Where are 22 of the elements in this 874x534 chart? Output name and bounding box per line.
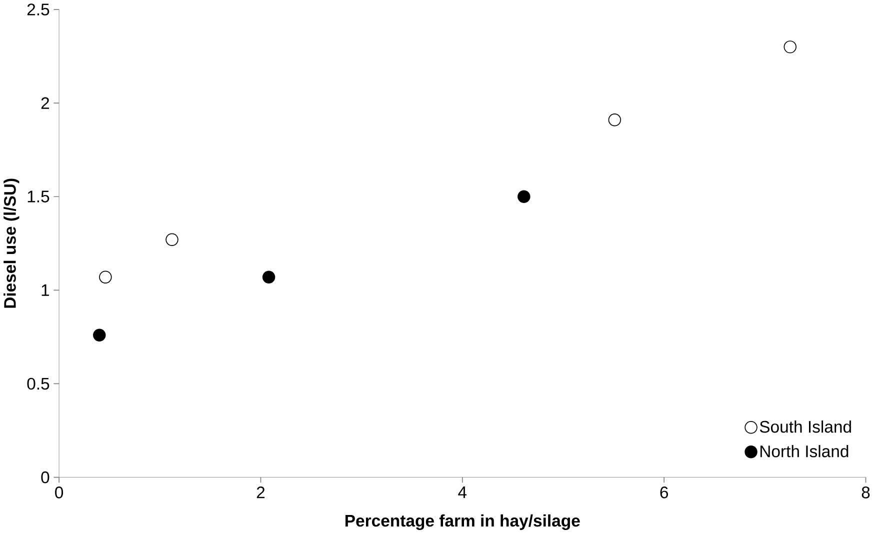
x-axis-title: Percentage farm in hay/silage xyxy=(345,514,580,530)
x-tick-label: 4 xyxy=(458,486,467,498)
point xyxy=(262,270,276,284)
point xyxy=(518,190,530,204)
point xyxy=(166,233,178,246)
legend-label: North Island xyxy=(760,445,848,458)
x-tick-label: 0 xyxy=(55,486,64,499)
x-tick-label: 6 xyxy=(660,486,668,499)
y-tick-label: 2 xyxy=(41,97,50,110)
y-axis-title: Diesel use (l/SU) xyxy=(4,178,20,308)
y-tick-label: 1.5 xyxy=(28,190,50,203)
point xyxy=(99,270,112,284)
point xyxy=(93,328,106,342)
point xyxy=(784,40,796,54)
x-tick-label: 8 xyxy=(862,486,870,499)
y-tick-label: 2.5 xyxy=(27,4,50,16)
y-tick-label: 0.5 xyxy=(27,378,50,390)
y-tick-label: 1 xyxy=(42,284,50,296)
point xyxy=(608,114,622,126)
y-tick-label: 0 xyxy=(41,472,50,484)
x-tick-label: 2 xyxy=(256,486,265,498)
legend-label: South Island xyxy=(760,420,851,433)
